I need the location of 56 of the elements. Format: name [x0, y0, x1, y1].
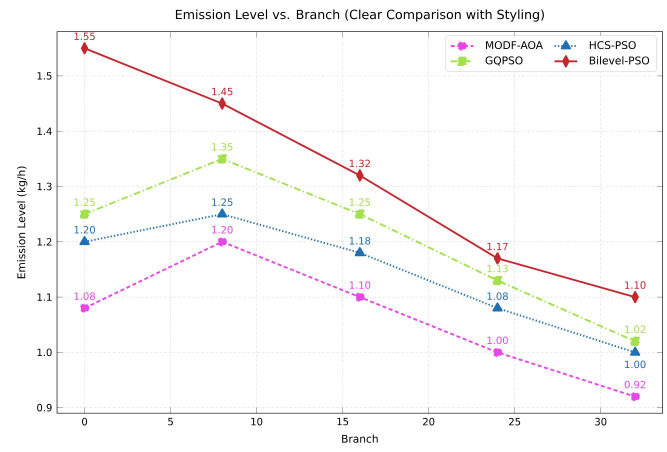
- x-tick-label: 30: [595, 418, 606, 426]
- data-label: 1.10: [625, 281, 646, 289]
- x-tick-label: 5: [168, 418, 173, 426]
- point: [80, 303, 90, 313]
- data-label: 1.08: [488, 292, 508, 300]
- point: [355, 292, 364, 302]
- data-label: 1.25: [74, 198, 95, 206]
- x-axis-title: Branch: [342, 434, 378, 443]
- y-tick-label: 1.3: [38, 182, 52, 190]
- point: [218, 154, 227, 164]
- point: [492, 276, 502, 286]
- y-axis-title: Emission Level (kg/h): [17, 166, 28, 278]
- point: [630, 336, 640, 346]
- point: [355, 209, 364, 219]
- legend-label: Bilevel-PSO: [590, 56, 650, 64]
- data-label: 1.45: [212, 88, 232, 96]
- data-label: 1.00: [625, 360, 646, 368]
- point: [218, 237, 227, 246]
- point: [492, 302, 503, 312]
- data-label: 1.20: [212, 226, 233, 234]
- x-tick-label: 20: [423, 418, 434, 426]
- legend-label: MODF-AOA: [486, 40, 543, 49]
- point: [354, 246, 365, 256]
- point: [630, 392, 640, 402]
- x-tick-label: 10: [251, 418, 262, 426]
- y-tick-label: 1.1: [38, 293, 52, 301]
- data-label: 1.10: [350, 281, 370, 289]
- data-label: 1.02: [625, 325, 646, 333]
- point: [217, 208, 228, 218]
- data-label: 1.32: [350, 160, 370, 168]
- point: [79, 236, 90, 246]
- data-label: 1.25: [212, 198, 232, 206]
- y-tick-label: 1.2: [38, 238, 52, 246]
- data-label: 1.35: [212, 142, 232, 151]
- data-label: 1.13: [488, 264, 508, 272]
- x-tick-label: 15: [337, 418, 348, 426]
- point: [80, 209, 90, 219]
- x-tick-label: 0: [82, 418, 88, 426]
- y-tick-label: 1.4: [38, 127, 52, 135]
- point: [630, 346, 640, 356]
- data-label: 1.25: [350, 198, 370, 206]
- legend-label: GQPSO: [486, 56, 523, 66]
- data-label: 1.18: [350, 236, 370, 245]
- data-label: 1.08: [74, 292, 95, 300]
- chart-title: Emission Level vs. Branch (Clear Comparison with Styling): [176, 9, 544, 22]
- y-tick-label: 0.9: [37, 404, 52, 412]
- legend-label: HCS-PSO: [590, 40, 636, 49]
- y-tick-label: 1.5: [38, 72, 52, 80]
- data-label: 1.20: [74, 226, 95, 234]
- data-label: 1.55: [74, 32, 95, 40]
- x-tick-label: 25: [509, 418, 520, 426]
- data-label: 0.92: [624, 380, 646, 388]
- y-tick-label: 1.0: [38, 348, 52, 356]
- point: [492, 348, 502, 357]
- data-label: 1.17: [488, 242, 508, 250]
- data-label: 1.00: [488, 336, 508, 344]
